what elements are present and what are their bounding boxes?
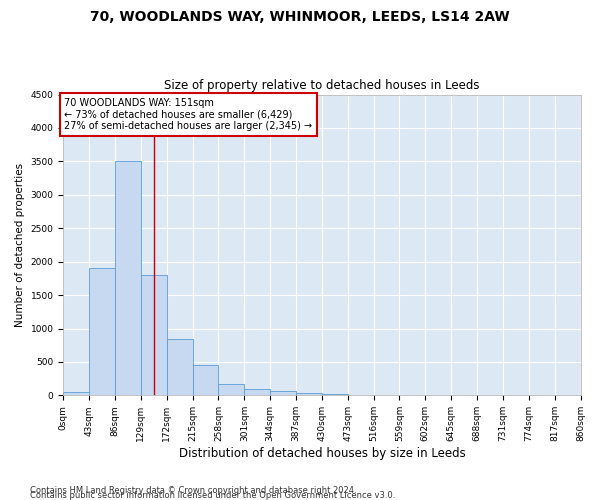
Text: Contains HM Land Registry data © Crown copyright and database right 2024.: Contains HM Land Registry data © Crown c…: [30, 486, 356, 495]
Bar: [115, 162, 141, 396]
Bar: [244, 388, 270, 396]
Bar: [63, 392, 89, 396]
Bar: [322, 394, 348, 396]
Title: Size of property relative to detached houses in Leeds: Size of property relative to detached ho…: [164, 79, 479, 92]
Bar: [218, 384, 244, 396]
Bar: [348, 394, 374, 396]
Bar: [141, 275, 167, 396]
Bar: [270, 392, 296, 396]
Bar: [193, 366, 218, 396]
Text: Contains public sector information licensed under the Open Government Licence v3: Contains public sector information licen…: [30, 491, 395, 500]
Bar: [296, 392, 322, 396]
Bar: [89, 268, 115, 396]
X-axis label: Distribution of detached houses by size in Leeds: Distribution of detached houses by size …: [179, 447, 465, 460]
Y-axis label: Number of detached properties: Number of detached properties: [15, 163, 25, 327]
Text: 70, WOODLANDS WAY, WHINMOOR, LEEDS, LS14 2AW: 70, WOODLANDS WAY, WHINMOOR, LEEDS, LS14…: [90, 10, 510, 24]
Bar: [167, 338, 193, 396]
Text: 70 WOODLANDS WAY: 151sqm
← 73% of detached houses are smaller (6,429)
27% of sem: 70 WOODLANDS WAY: 151sqm ← 73% of detach…: [64, 98, 313, 131]
